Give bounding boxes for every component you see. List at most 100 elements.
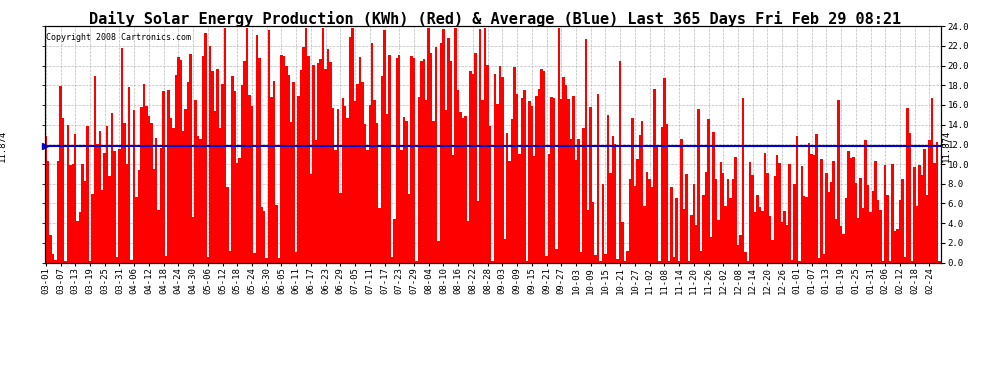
- Bar: [746, 261, 749, 262]
- Bar: [179, 60, 182, 262]
- Bar: [150, 123, 152, 262]
- Bar: [302, 47, 305, 262]
- Bar: [94, 76, 96, 262]
- Bar: [936, 142, 939, 262]
- Bar: [199, 139, 202, 262]
- Bar: [786, 225, 788, 262]
- Bar: [327, 49, 330, 262]
- Bar: [381, 76, 383, 262]
- Bar: [241, 85, 244, 262]
- Bar: [383, 30, 386, 262]
- Bar: [108, 176, 111, 262]
- Bar: [604, 254, 607, 262]
- Bar: [454, 28, 457, 262]
- Bar: [192, 217, 194, 262]
- Bar: [683, 209, 685, 262]
- Bar: [353, 101, 356, 262]
- Bar: [516, 94, 519, 262]
- Bar: [562, 77, 565, 262]
- Bar: [61, 118, 64, 262]
- Bar: [169, 118, 172, 262]
- Bar: [164, 256, 167, 262]
- Bar: [896, 229, 899, 262]
- Bar: [101, 190, 104, 262]
- Bar: [501, 77, 504, 262]
- Bar: [707, 119, 710, 262]
- Bar: [660, 127, 663, 262]
- Bar: [504, 240, 506, 262]
- Bar: [869, 212, 872, 262]
- Bar: [248, 95, 250, 262]
- Bar: [358, 57, 361, 262]
- Bar: [106, 126, 108, 262]
- Bar: [531, 106, 533, 262]
- Bar: [337, 109, 340, 262]
- Bar: [840, 225, 842, 262]
- Bar: [874, 161, 877, 262]
- Bar: [177, 57, 179, 262]
- Bar: [81, 164, 84, 262]
- Bar: [634, 186, 637, 262]
- Bar: [405, 120, 408, 262]
- Bar: [519, 154, 521, 262]
- Bar: [926, 195, 929, 262]
- Bar: [160, 148, 162, 262]
- Bar: [582, 128, 584, 262]
- Bar: [619, 60, 622, 262]
- Bar: [443, 28, 445, 262]
- Bar: [645, 172, 648, 262]
- Bar: [823, 254, 825, 262]
- Bar: [189, 54, 192, 262]
- Bar: [491, 261, 494, 262]
- Bar: [773, 176, 776, 262]
- Bar: [322, 28, 325, 262]
- Bar: [219, 128, 222, 262]
- Bar: [710, 237, 712, 262]
- Bar: [688, 261, 690, 262]
- Bar: [543, 71, 545, 262]
- Bar: [567, 99, 570, 262]
- Bar: [280, 55, 283, 262]
- Bar: [275, 204, 278, 262]
- Bar: [494, 74, 496, 262]
- Bar: [229, 251, 231, 262]
- Bar: [842, 234, 844, 262]
- Bar: [371, 43, 373, 262]
- Bar: [599, 261, 602, 262]
- Bar: [766, 173, 768, 262]
- Bar: [86, 126, 89, 262]
- Bar: [481, 100, 484, 262]
- Bar: [393, 219, 396, 262]
- Bar: [514, 67, 516, 262]
- Bar: [348, 37, 351, 262]
- Bar: [693, 184, 695, 262]
- Bar: [881, 261, 884, 262]
- Bar: [244, 61, 246, 262]
- Bar: [212, 71, 214, 262]
- Bar: [222, 84, 224, 262]
- Bar: [931, 98, 934, 262]
- Bar: [547, 154, 550, 262]
- Bar: [607, 115, 609, 262]
- Bar: [695, 225, 698, 262]
- Bar: [69, 165, 71, 262]
- Bar: [906, 108, 909, 262]
- Text: Daily Solar Energy Production (KWh) (Red) & Average (Blue) Last 365 Days Fri Feb: Daily Solar Energy Production (KWh) (Red…: [89, 11, 901, 27]
- Bar: [552, 98, 555, 262]
- Bar: [45, 136, 47, 262]
- Bar: [295, 252, 297, 262]
- Bar: [91, 194, 94, 262]
- Bar: [658, 261, 660, 262]
- Bar: [187, 81, 189, 262]
- Bar: [744, 252, 746, 262]
- Bar: [653, 90, 655, 262]
- Bar: [629, 178, 632, 262]
- Bar: [56, 161, 59, 262]
- Bar: [825, 173, 828, 262]
- Text: Copyright 2008 Cartronics.com: Copyright 2008 Cartronics.com: [47, 33, 191, 42]
- Bar: [141, 107, 143, 262]
- Bar: [808, 143, 811, 262]
- Bar: [788, 164, 791, 262]
- Bar: [388, 55, 391, 262]
- Bar: [462, 118, 464, 262]
